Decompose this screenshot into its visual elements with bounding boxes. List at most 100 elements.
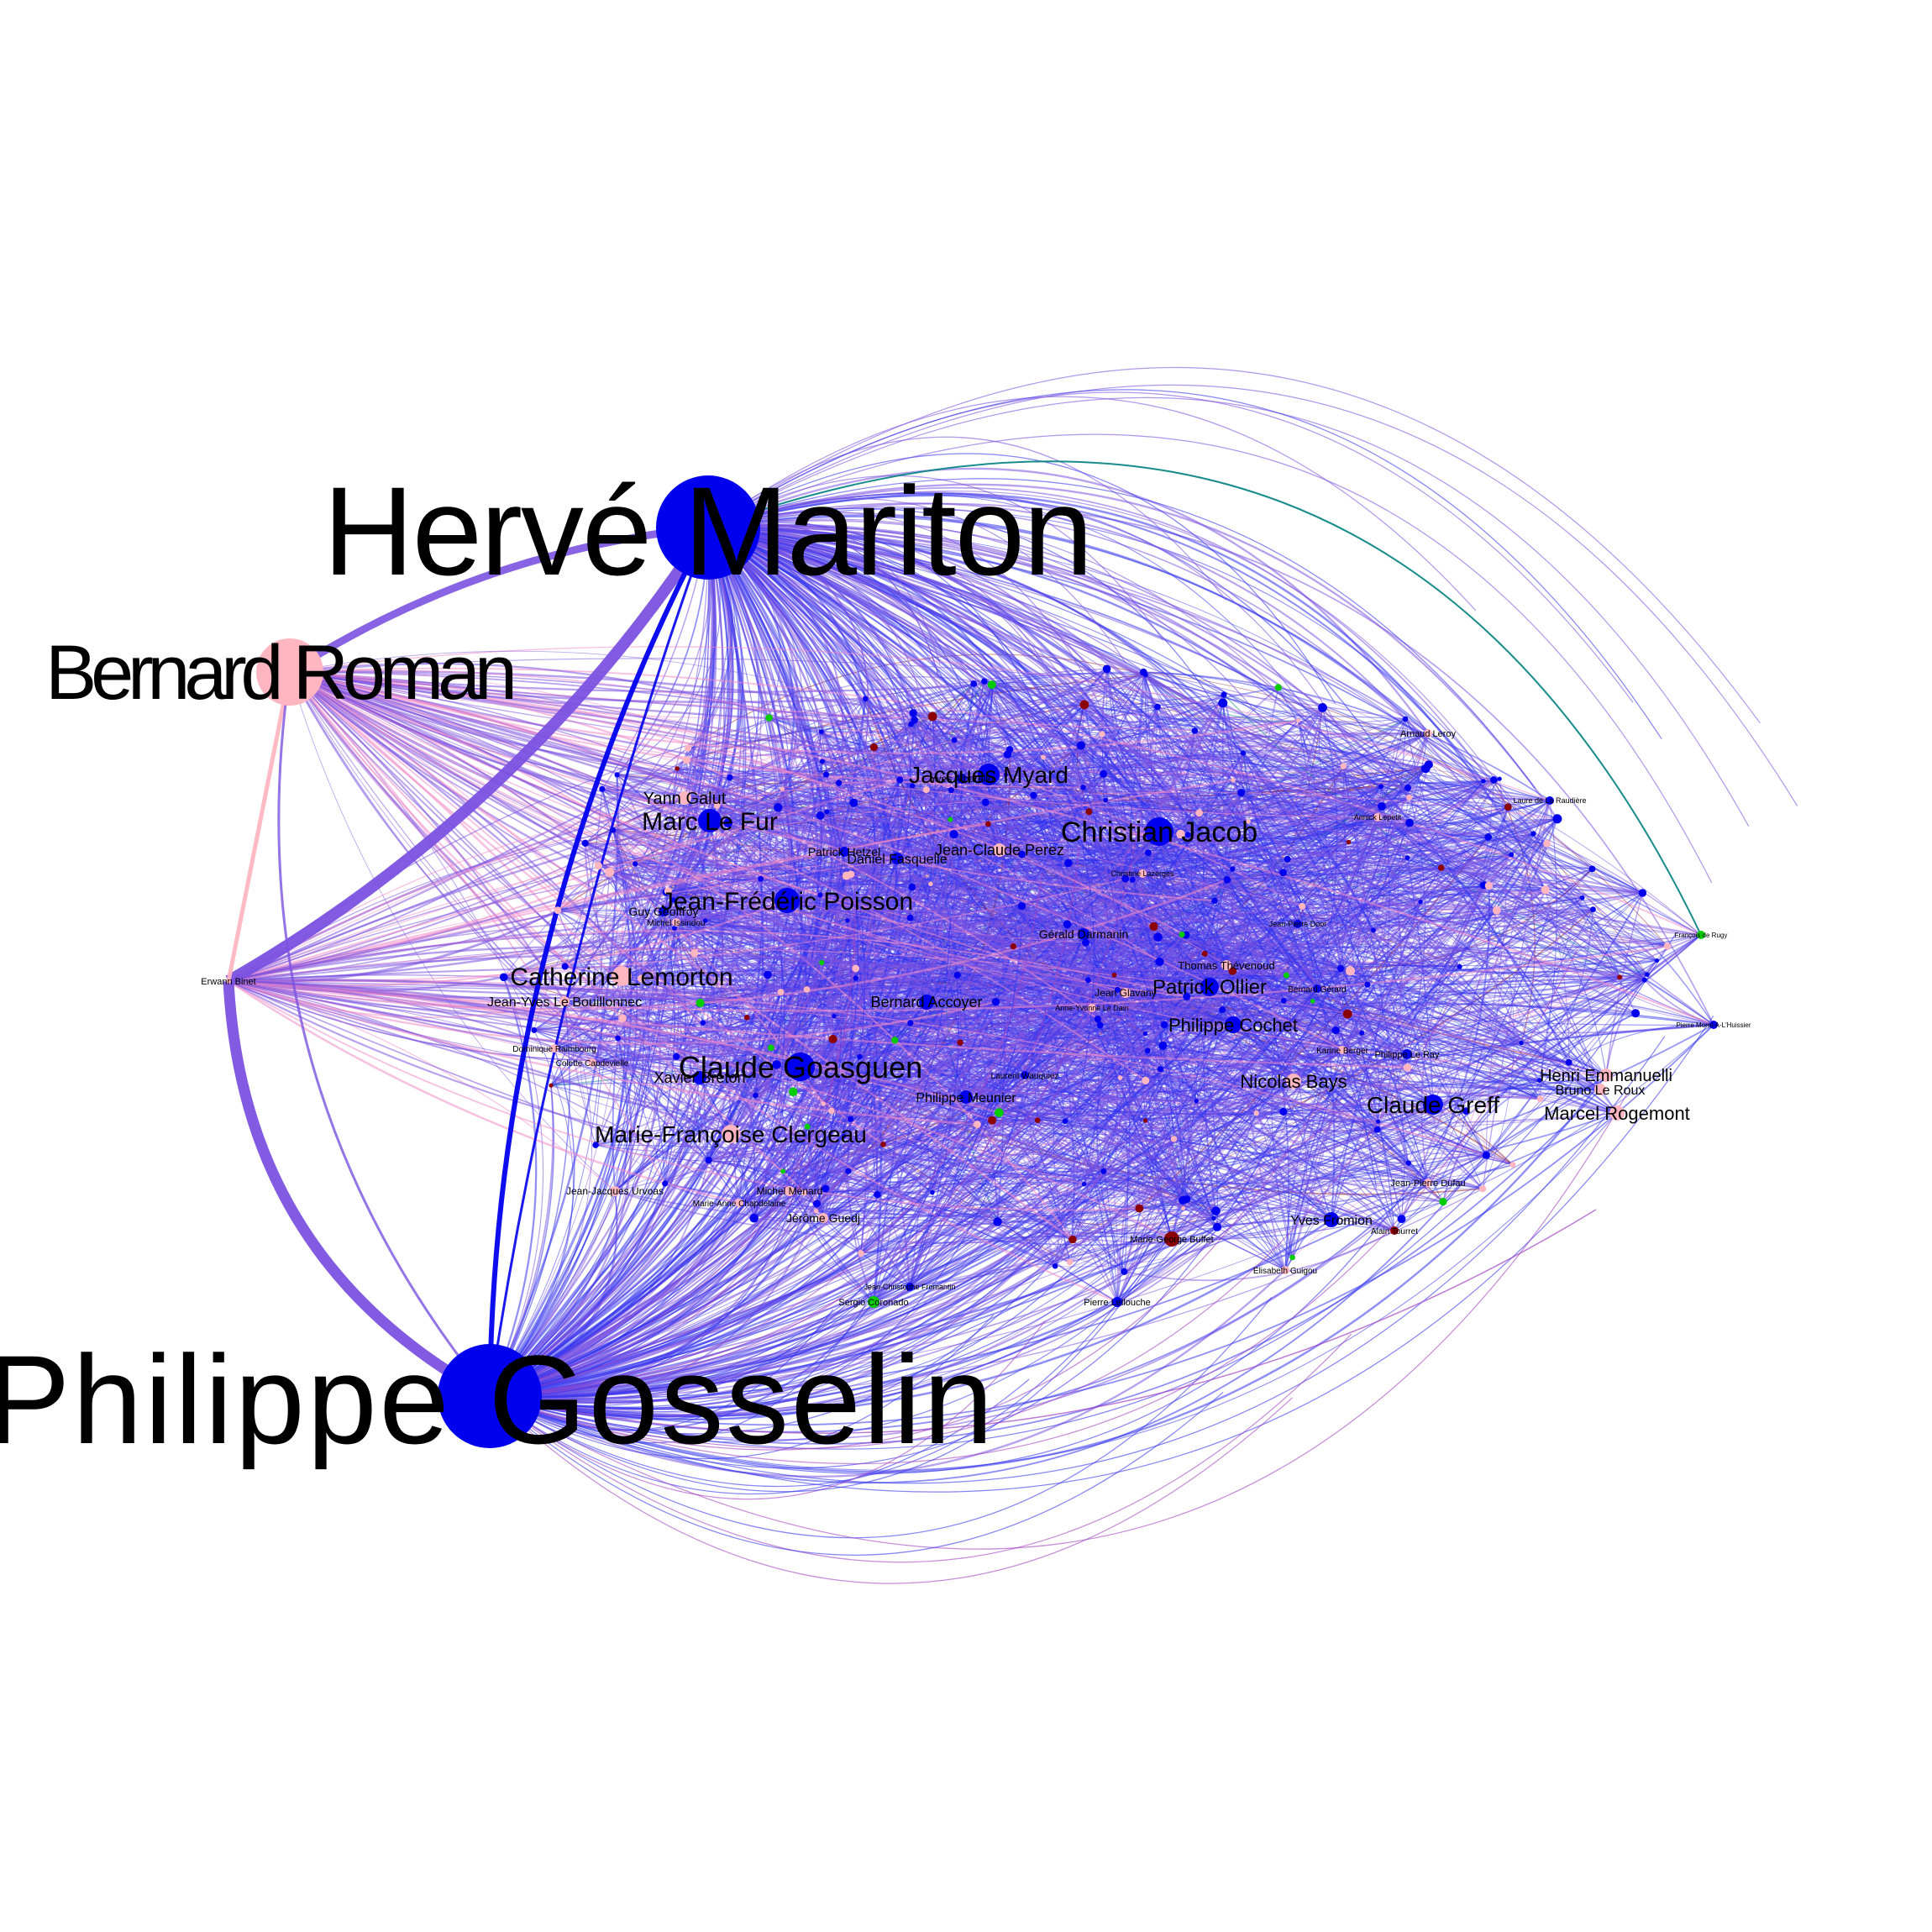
node-circle[interactable] — [610, 1186, 620, 1196]
node-circle[interactable] — [659, 906, 669, 916]
node-circle[interactable] — [839, 847, 849, 857]
node-label: Pierre Lellouche — [1084, 1298, 1151, 1308]
node-circle[interactable] — [722, 1125, 740, 1143]
hub-edge — [289, 670, 1074, 1241]
minor-node — [951, 737, 958, 743]
hub-edge — [489, 675, 1147, 1397]
hub-edge — [228, 979, 1434, 1106]
node-circle[interactable] — [550, 1044, 559, 1053]
node-circle[interactable] — [1088, 1004, 1096, 1012]
node-circle[interactable] — [919, 995, 934, 1010]
node-circle[interactable] — [226, 979, 231, 984]
node-circle[interactable] — [256, 638, 323, 706]
minor-node — [605, 867, 615, 877]
node-circle[interactable] — [1709, 1021, 1718, 1029]
node-circle[interactable] — [1697, 931, 1705, 939]
hub-edge — [489, 1226, 1218, 1421]
edge — [910, 879, 1133, 1024]
node-circle[interactable] — [735, 1199, 743, 1207]
node-circle[interactable] — [818, 1213, 828, 1223]
hub-edge — [228, 799, 1383, 982]
edge — [1171, 1201, 1444, 1241]
node-circle[interactable] — [1021, 1071, 1029, 1079]
node-circle[interactable] — [559, 996, 570, 1006]
edge — [1021, 906, 1395, 1231]
node-circle[interactable] — [959, 1090, 973, 1104]
node-circle[interactable] — [1225, 1016, 1242, 1033]
minor-node — [1135, 1204, 1144, 1213]
node-label: Jean-Yves Le Bouillonnec — [487, 995, 642, 1010]
hub-edge — [289, 646, 1551, 801]
node-circle[interactable] — [1546, 796, 1554, 805]
node-circle[interactable] — [1423, 1095, 1443, 1115]
node-circle[interactable] — [1338, 1046, 1347, 1054]
node-circle[interactable] — [1112, 1297, 1122, 1307]
edge — [991, 684, 1714, 1026]
minor-node — [1201, 950, 1208, 957]
node-circle[interactable] — [1138, 869, 1147, 878]
node-circle[interactable] — [612, 966, 632, 986]
node-circle[interactable] — [1313, 984, 1321, 993]
edge — [992, 934, 1702, 1130]
node-label: Laurent Wauquiez — [991, 1072, 1059, 1081]
node-label: Catherine Lemorton — [510, 963, 732, 991]
node-circle[interactable] — [698, 809, 722, 832]
edge — [1145, 992, 1714, 1082]
node-circle[interactable] — [1078, 928, 1089, 940]
node-circle[interactable] — [656, 475, 760, 580]
minor-node — [993, 1217, 1002, 1226]
node-circle[interactable] — [1145, 817, 1173, 846]
minor-node — [1509, 1162, 1516, 1168]
minor-node — [1211, 1215, 1216, 1221]
node-circle[interactable] — [1594, 1084, 1606, 1095]
node-circle[interactable] — [906, 1283, 914, 1291]
node-circle[interactable] — [1609, 1105, 1625, 1121]
minor-node — [1655, 958, 1660, 963]
node-circle[interactable] — [1424, 729, 1432, 738]
minor-node — [1010, 943, 1016, 950]
node-circle[interactable] — [438, 1344, 542, 1448]
hub-edge — [289, 671, 1444, 1203]
node-circle[interactable] — [693, 1071, 706, 1084]
hub-edge — [289, 671, 1086, 943]
node-circle[interactable] — [786, 1053, 815, 1081]
node-circle[interactable] — [1390, 1226, 1399, 1235]
node-circle[interactable] — [1424, 1179, 1432, 1187]
minor-node — [777, 989, 785, 995]
node-circle[interactable] — [1221, 960, 1231, 970]
node-circle[interactable] — [672, 918, 680, 927]
minor-node — [828, 1107, 835, 1115]
minor-node — [1103, 797, 1108, 803]
node-label: Gérald Darmanin — [1039, 927, 1129, 941]
node-circle[interactable] — [1121, 988, 1131, 998]
node-circle[interactable] — [1402, 1049, 1412, 1059]
minor-node — [1645, 972, 1650, 977]
node-circle[interactable] — [1164, 1231, 1179, 1247]
node-circle[interactable] — [1599, 1068, 1613, 1082]
hub-edge — [228, 979, 1093, 1030]
node-circle[interactable] — [785, 1186, 795, 1196]
minor-node — [599, 785, 606, 792]
minor-node — [1085, 808, 1093, 816]
node-circle[interactable] — [993, 843, 1006, 857]
node-label: Colette Capdevielle — [556, 1059, 629, 1068]
node-circle[interactable] — [1200, 978, 1219, 996]
hub-edge — [707, 527, 1183, 935]
node-circle[interactable] — [1373, 813, 1382, 822]
hub-edge — [489, 1297, 1273, 1539]
node-circle[interactable] — [978, 764, 1000, 785]
node-circle[interactable] — [678, 791, 691, 805]
node-circle[interactable] — [891, 853, 903, 864]
node-label: Laure de La Raudière — [1513, 796, 1586, 805]
node-circle[interactable] — [1324, 1212, 1339, 1227]
hub-edge — [489, 890, 669, 1397]
node-circle[interactable] — [774, 888, 800, 913]
hub-edge — [228, 979, 1395, 1232]
node-circle[interactable] — [1294, 920, 1302, 928]
minor-node — [1064, 858, 1073, 868]
node-circle[interactable] — [1281, 1266, 1289, 1274]
node-circle[interactable] — [868, 1296, 879, 1308]
node-circle[interactable] — [957, 774, 967, 784]
node-circle[interactable] — [1286, 1074, 1301, 1089]
node-circle[interactable] — [588, 1058, 596, 1067]
